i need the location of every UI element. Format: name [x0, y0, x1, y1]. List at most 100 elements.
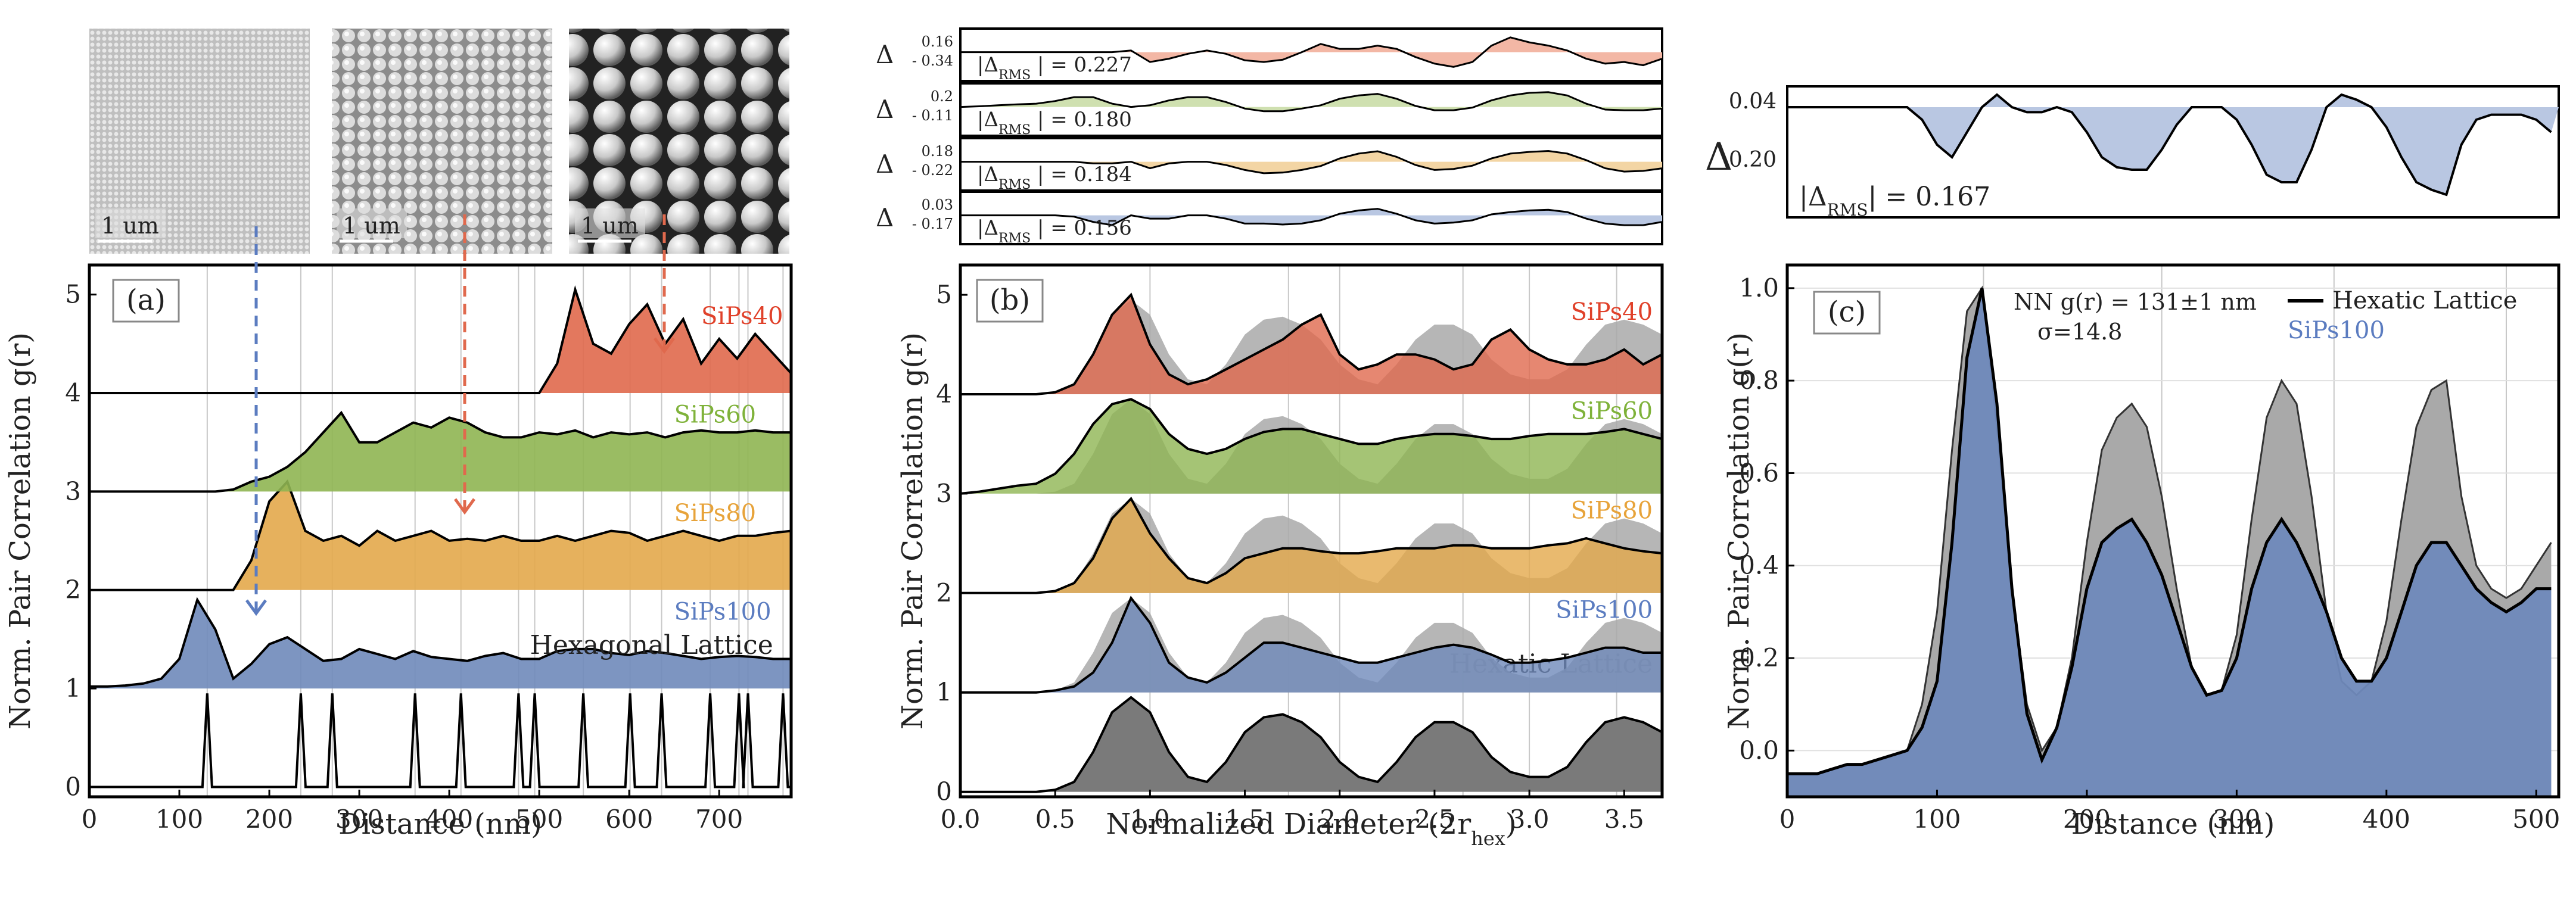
chart-a: SiPs100 SiPs80 SiPs60 SiPs40 Hexagonal Latti…: [4, 214, 793, 841]
delta-top: 0.03: [922, 197, 953, 213]
delta-area: [960, 37, 1662, 67]
y-tick-label: 2: [65, 575, 81, 604]
scale-bar-label: 1 um: [343, 213, 400, 239]
x-tick-label: 100: [155, 805, 203, 834]
y-tick-label: 5: [936, 280, 952, 309]
y-tick-label: 2: [936, 578, 952, 607]
x-tick-label: 1.5: [1225, 805, 1265, 834]
delta-line: [960, 208, 1663, 226]
delta-line: [960, 36, 1663, 68]
y-tick-label: 0: [936, 777, 952, 806]
arrow-head: [453, 498, 476, 515]
y-tick-label: 0: [65, 772, 81, 801]
delta-symbol: Δ: [876, 203, 894, 232]
series-label: SiPs40: [701, 303, 783, 330]
delta-symbol: Δ: [1705, 135, 1732, 179]
panel-label-box: [112, 279, 180, 323]
plot-frame: [1785, 263, 2561, 799]
delta-top: 0.04: [1729, 89, 1777, 114]
y-tick-label: 0.0: [1739, 735, 1779, 765]
delta-line: [960, 149, 1663, 174]
chart-b: Hexatic LatticeSiPs100SiPs80SiPs60SiPs40…: [876, 27, 1664, 850]
hexatic-line: [1787, 285, 2552, 775]
y-axis-label: Norm. Pair Correlation g(r): [4, 332, 37, 730]
micrographs: 1 um 1 um 1 um: [89, 29, 789, 254]
y-tick-label: 3: [65, 476, 81, 506]
series-line-sips60: [960, 398, 1663, 495]
series-area-sips40: [89, 289, 791, 393]
plot-frame: [959, 263, 1664, 799]
x-tick-label: 2.5: [1415, 805, 1455, 834]
delta-area: [960, 151, 1662, 173]
y-tick-label: 4: [936, 379, 952, 409]
chart-c: 0 100 200 300 400 500 0.0 0.2 0.4 0.6 0.8 1.0 (c) NN …: [1705, 85, 2561, 841]
plot-frame: [88, 263, 793, 799]
delta-symbol: Δ: [876, 95, 894, 124]
x-tick-label: 300: [2213, 805, 2260, 834]
x-tick-label: 2.0: [1320, 805, 1359, 834]
x-tick-label: 400: [2363, 805, 2410, 834]
lattice-label: Hexagonal Lattice: [530, 630, 773, 660]
series-line-sips60: [89, 410, 791, 493]
y-tick-label: 1: [65, 674, 81, 703]
lattice-peaks: [89, 693, 791, 788]
series-label: SiPs80: [1571, 497, 1653, 525]
x-tick-label: 0: [1779, 805, 1796, 834]
y-tick-label: 0.6: [1739, 458, 1779, 487]
series-label: SiPs100: [1555, 597, 1653, 624]
delta-top: 0.2: [931, 88, 953, 105]
delta-line: [960, 91, 1663, 113]
arrow-head: [245, 599, 267, 616]
x-tick-label: 0: [82, 805, 98, 834]
delta-bottom: - 0.11: [912, 107, 953, 124]
scale-bar-label: 1 um: [101, 213, 159, 239]
delta-area: [1787, 95, 2559, 195]
series-area-sips80: [960, 498, 1662, 593]
arrow-head: [653, 337, 676, 354]
series-line-sips40: [89, 285, 792, 394]
series-label: SiPs60: [674, 401, 756, 429]
delta-symbol: Δ: [876, 40, 894, 69]
delta-bottom: 0.20: [1729, 148, 1777, 172]
hexatic-line: [960, 696, 1663, 793]
x-tick-label: 300: [335, 805, 383, 834]
x-tick-label: 700: [695, 805, 743, 834]
y-tick-label: 1: [936, 678, 952, 707]
series-label: SiPs100: [674, 598, 771, 625]
panel-label-box: [976, 279, 1044, 323]
series-area-sips100: [960, 598, 1662, 693]
delta-top: 0.16: [922, 33, 953, 50]
y-tick-label: 1.0: [1739, 273, 1779, 303]
sigma-annotation: σ=14.8: [2037, 319, 2122, 345]
hexatic-area: [960, 697, 1662, 792]
delta-area: [960, 208, 1662, 226]
series-area-sips60: [89, 413, 791, 492]
x-tick-label: 0.0: [941, 805, 981, 834]
series-area-sips40: [960, 295, 1662, 394]
x-tick-label: 500: [515, 805, 563, 834]
x-axis-label: Distance (nm): [2071, 808, 2275, 841]
legend-label: SiPs100: [2288, 317, 2385, 344]
series-line-sips80: [89, 479, 792, 591]
panel-label: (b): [990, 283, 1030, 317]
delta-area: [960, 92, 1662, 111]
y-tick-label: 0.2: [1739, 643, 1779, 672]
y-tick-label: 5: [65, 280, 81, 309]
x-tick-label: 200: [2063, 805, 2111, 834]
panel-label: (c): [1828, 295, 1866, 329]
y-tick-label: 4: [65, 378, 81, 407]
y-tick-label: 0.8: [1739, 366, 1779, 395]
x-tick-label: 0.5: [1035, 805, 1075, 834]
y-axis-label: Norm. Pair Correlation g(r): [1722, 332, 1756, 730]
x-tick-label: 600: [605, 805, 653, 834]
x-tick-label: 100: [1913, 805, 1961, 834]
panel-label: (a): [126, 283, 166, 317]
delta-bottom: - 0.22: [912, 162, 953, 179]
delta-symbol: Δ: [876, 149, 894, 179]
x-tick-label: 1.0: [1130, 805, 1170, 834]
x-tick-label: 500: [2512, 805, 2560, 834]
delta-line: [1787, 93, 2552, 197]
series-line-sips80: [960, 496, 1663, 594]
x-axis-label: Distance (nm): [338, 808, 542, 841]
